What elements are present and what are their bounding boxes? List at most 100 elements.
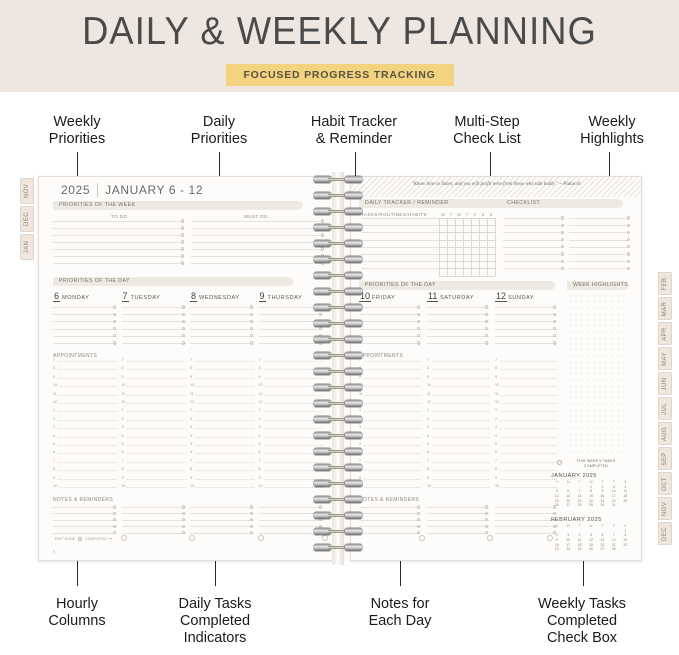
- notes-line[interactable]: [258, 507, 323, 508]
- hour-row-line[interactable]: [432, 461, 489, 463]
- day-priority-line[interactable]: [359, 335, 421, 337]
- mini-cal-day[interactable]: 29: [589, 503, 593, 508]
- notes-checkbox[interactable]: [318, 524, 322, 528]
- notes-checkbox[interactable]: [250, 511, 254, 515]
- hour-row-line[interactable]: [364, 445, 421, 446]
- ruled-line[interactable]: [503, 268, 563, 270]
- mini-cal-day[interactable]: 16: [600, 494, 605, 499]
- week-highlights-dot-grid[interactable]: [567, 293, 629, 453]
- day-priority-line[interactable]: [359, 314, 421, 316]
- hour-row-line[interactable]: [195, 369, 254, 371]
- ruled-line[interactable]: [569, 268, 629, 270]
- hour-row-line[interactable]: [432, 403, 489, 404]
- day-priority-line[interactable]: [258, 314, 323, 316]
- hour-row-line[interactable]: [364, 470, 421, 472]
- mini-cal-day[interactable]: 23: [554, 547, 559, 552]
- notes-checkbox[interactable]: [417, 524, 421, 528]
- hour-row-line[interactable]: [432, 411, 489, 413]
- hour-row-line[interactable]: [500, 428, 557, 430]
- day-priority-checkbox[interactable]: [113, 312, 117, 316]
- hour-row-line[interactable]: [500, 478, 557, 480]
- hour-row-line[interactable]: [500, 369, 557, 371]
- hour-row-line[interactable]: [58, 445, 117, 446]
- mini-cal-day[interactable]: 22: [623, 542, 628, 547]
- hour-row-line[interactable]: [58, 453, 117, 455]
- notes-line[interactable]: [121, 532, 186, 534]
- mini-cal-day[interactable]: 9: [601, 489, 604, 494]
- checkbox-circle[interactable]: [626, 216, 630, 220]
- day-priority-checkbox[interactable]: [417, 327, 421, 331]
- ruled-line[interactable]: [361, 254, 493, 255]
- day-priority-checkbox[interactable]: [181, 319, 185, 323]
- day-priority-line[interactable]: [53, 321, 117, 323]
- day-priority-line[interactable]: [495, 335, 557, 337]
- ruled-line[interactable]: [361, 246, 493, 248]
- day-priority-checkbox[interactable]: [485, 312, 489, 316]
- notes-line[interactable]: [495, 519, 557, 521]
- notes-line[interactable]: [190, 507, 254, 508]
- day-priority-checkbox[interactable]: [250, 305, 254, 309]
- hour-row-line[interactable]: [195, 445, 254, 446]
- ruled-line[interactable]: [191, 249, 323, 250]
- hour-row-line[interactable]: [195, 377, 254, 379]
- hour-row-line[interactable]: [432, 419, 489, 421]
- month-tab-sep[interactable]: SEP: [658, 447, 672, 470]
- daily-complete-indicator-tue[interactable]: [189, 535, 195, 541]
- hour-row-line[interactable]: [195, 461, 254, 463]
- day-priority-line[interactable]: [53, 314, 117, 316]
- mini-cal-day[interactable]: 8: [624, 533, 627, 538]
- hour-row-line[interactable]: [364, 436, 421, 438]
- ruled-line[interactable]: [569, 246, 629, 248]
- notes-line[interactable]: [427, 519, 489, 521]
- checklist-column-b[interactable]: [569, 216, 630, 276]
- notes-line[interactable]: [53, 513, 117, 515]
- notes-checkbox[interactable]: [250, 518, 254, 522]
- hour-row-line[interactable]: [126, 386, 186, 388]
- mini-cal-day[interactable]: 4: [624, 484, 627, 489]
- day-priority-checkbox[interactable]: [113, 327, 117, 331]
- checkbox-circle[interactable]: [626, 259, 630, 263]
- mini-cal-day[interactable]: 14: [611, 538, 616, 543]
- day-priority-checkbox[interactable]: [113, 334, 117, 338]
- day-priority-line[interactable]: [359, 307, 421, 308]
- ruled-line[interactable]: [361, 268, 493, 270]
- day-priority-line[interactable]: [427, 314, 489, 316]
- notes-checkbox[interactable]: [553, 531, 557, 535]
- ruled-line[interactable]: [191, 228, 323, 229]
- mini-cal-day[interactable]: 30: [600, 503, 605, 508]
- hour-row-line[interactable]: [126, 453, 186, 455]
- day-priority-checkbox[interactable]: [553, 305, 557, 309]
- hour-row-line[interactable]: [364, 361, 421, 362]
- hour-row-line[interactable]: [500, 386, 557, 388]
- checkbox-circle[interactable]: [180, 261, 184, 265]
- hour-row-line[interactable]: [126, 411, 186, 413]
- mini-cal-day[interactable]: [620, 547, 631, 552]
- day-priority-checkbox[interactable]: [553, 312, 557, 316]
- hour-row-line[interactable]: [58, 369, 117, 371]
- hour-row-line[interactable]: [263, 419, 323, 421]
- month-tab-aug[interactable]: AUG: [658, 422, 672, 445]
- month-tab-dec-left[interactable]: DEC: [20, 206, 34, 232]
- hour-row-line[interactable]: [126, 377, 186, 379]
- day-priority-checkbox[interactable]: [485, 334, 489, 338]
- mini-cal-day[interactable]: 18: [577, 542, 582, 547]
- hour-row-line[interactable]: [195, 428, 254, 430]
- notes-checkbox[interactable]: [485, 511, 489, 515]
- notes-line[interactable]: [258, 526, 323, 528]
- hour-row-line[interactable]: [500, 361, 557, 362]
- day-priority-line[interactable]: [258, 321, 323, 323]
- hour-row-line[interactable]: [126, 487, 186, 488]
- day-priority-line[interactable]: [359, 328, 421, 330]
- hour-row-line[interactable]: [263, 386, 323, 388]
- ruled-line[interactable]: [503, 218, 563, 219]
- hour-row-line[interactable]: [364, 487, 421, 488]
- ruled-line[interactable]: [503, 246, 563, 248]
- checkbox-circle[interactable]: [626, 252, 630, 256]
- notes-checkbox[interactable]: [113, 524, 117, 528]
- ruled-line[interactable]: [361, 218, 493, 219]
- hour-row-line[interactable]: [58, 386, 117, 388]
- notes-line[interactable]: [53, 532, 117, 534]
- notes-checkbox[interactable]: [417, 531, 421, 535]
- hour-row-line[interactable]: [58, 461, 117, 463]
- notes-line[interactable]: [121, 507, 186, 508]
